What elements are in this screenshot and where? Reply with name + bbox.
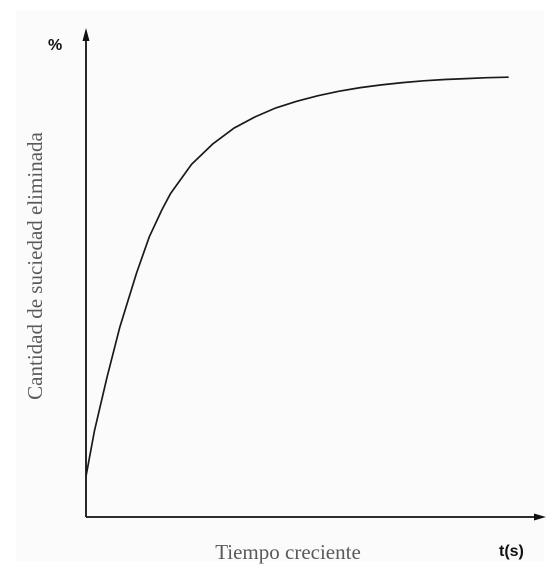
series-line <box>85 76 509 478</box>
x-axis-title: Tiempo creciente <box>215 540 361 564</box>
x-unit-label: t(s) <box>499 543 524 560</box>
plot-panel <box>16 10 544 561</box>
y-unit-label: % <box>48 37 62 54</box>
axes <box>82 28 546 521</box>
x-axis-arrow-icon <box>534 513 546 521</box>
series-points <box>85 76 510 478</box>
y-axis-arrow-icon <box>82 28 90 41</box>
y-axis-title: Cantidad de suciedad eliminada <box>23 131 47 399</box>
